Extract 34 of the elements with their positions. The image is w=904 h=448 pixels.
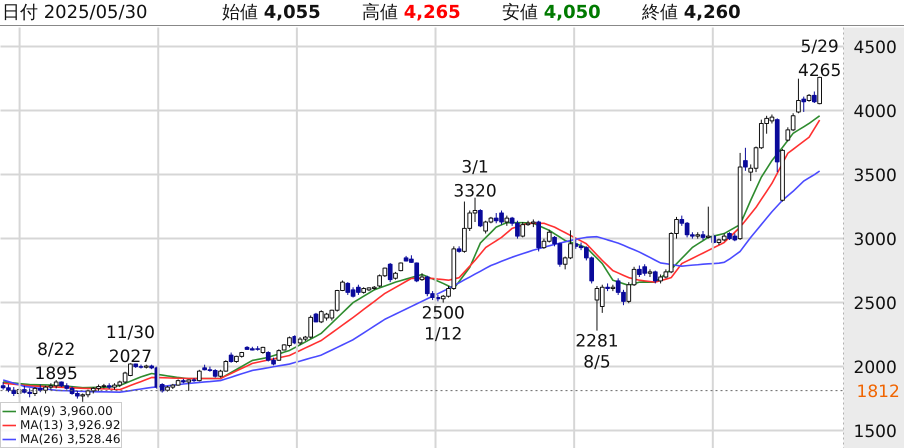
candlestick <box>478 208 483 228</box>
annotation: 2281 8/5 <box>575 332 619 373</box>
candlestick <box>812 90 817 104</box>
annotation: 2500 1/12 <box>422 304 465 345</box>
text: 高値 4,265 <box>362 2 461 24</box>
candlestick <box>706 206 711 240</box>
text: 終値 4,260 <box>642 2 741 24</box>
candlestick <box>801 96 806 112</box>
chart-title: 日付 2025/05/30 <box>2 2 148 24</box>
candlestick <box>796 78 801 114</box>
legend-label: MA(26) 3,528.46 <box>20 432 120 446</box>
annotation: 3/1 3320 <box>453 158 497 202</box>
legend-label: MA(9) 3,960.00 <box>20 404 113 418</box>
annotation: 8/22 1895 <box>34 340 78 384</box>
y-tick-label: 3000 <box>854 230 897 250</box>
y-tick-label: 3500 <box>854 166 897 186</box>
text: 始値 4,055 <box>222 2 321 24</box>
annotation: 11/30 2027 <box>106 323 155 368</box>
candlestick <box>504 215 510 226</box>
candlestick <box>652 270 658 284</box>
candlestick <box>743 147 748 172</box>
ref-line-label: 1812 <box>856 382 900 402</box>
candlestick <box>228 352 234 364</box>
candlestick <box>314 312 318 323</box>
y-tick-label: 4500 <box>854 38 897 58</box>
text: 安値 4,050 <box>502 2 601 24</box>
y-tick-label: 4000 <box>854 102 897 122</box>
annotation: 5/29 4265 <box>798 36 842 81</box>
candlestick <box>388 262 393 283</box>
y-tick-label: 2000 <box>854 358 897 378</box>
candlestick <box>196 369 202 382</box>
legend-label: MA(13) 3,926.92 <box>20 418 120 432</box>
y-tick-label: 2500 <box>854 294 897 314</box>
y-tick-label: 1500 <box>854 422 897 442</box>
